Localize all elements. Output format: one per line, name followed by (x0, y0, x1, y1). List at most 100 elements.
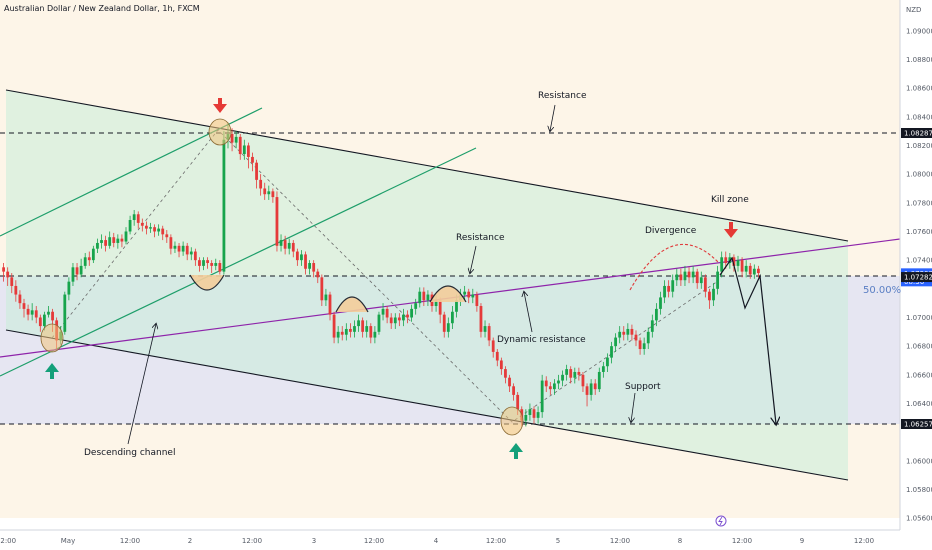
candle (308, 260, 311, 275)
candle (275, 191, 279, 252)
candle (406, 310, 409, 324)
candle (638, 337, 642, 355)
candle (642, 337, 646, 355)
candle (63, 291, 67, 335)
label-kill-zone: Kill zone (711, 195, 749, 205)
x-tick-label: 3 (312, 537, 316, 545)
candle (177, 242, 181, 258)
candle (149, 222, 152, 233)
price-tag: 1.06257 (901, 419, 932, 429)
candle (22, 298, 26, 318)
candle (757, 265, 760, 278)
candle (373, 326, 377, 344)
x-tick-label: 4 (434, 537, 439, 545)
candle (410, 304, 413, 322)
candle (300, 250, 303, 266)
candle (442, 311, 446, 338)
candle (659, 291, 662, 315)
candle (426, 290, 430, 307)
candle (687, 267, 691, 284)
candle (557, 374, 560, 390)
candle (540, 374, 544, 418)
candle (91, 245, 95, 264)
candle (263, 182, 267, 200)
candle (112, 232, 116, 248)
candle (695, 268, 699, 289)
candle (528, 403, 532, 421)
channel-fill (6, 90, 848, 480)
candle (495, 349, 499, 367)
candle (483, 320, 487, 338)
candle (671, 274, 675, 298)
candle (422, 287, 426, 307)
candle (622, 326, 626, 341)
candle (304, 251, 307, 275)
x-tick-label: 5 (556, 537, 560, 545)
candle (699, 271, 703, 289)
label-dynamic-resistance: Dynamic resistance (497, 335, 586, 345)
candle (675, 268, 679, 286)
candle (271, 188, 275, 203)
candle (740, 257, 744, 278)
leader-resistance-top (550, 104, 556, 131)
candle (663, 280, 666, 304)
y-tick-label: 1.08600 (906, 85, 932, 93)
candle (222, 131, 226, 275)
leader-dynamic-resistance (524, 292, 533, 333)
candle (96, 238, 99, 253)
candle (108, 231, 112, 249)
y-tick-label: 1.08200 (906, 142, 932, 150)
price-tag-label: 1.07282 (904, 274, 932, 282)
arc-1 (335, 296, 369, 313)
candle (646, 327, 650, 350)
label-divergence: Divergence (645, 226, 697, 236)
event-icon[interactable] (715, 515, 727, 527)
x-tick-label: 9 (800, 537, 804, 545)
candle (471, 288, 475, 304)
y-tick-label: 1.07400 (906, 257, 932, 265)
candle (752, 264, 756, 279)
candle (26, 304, 30, 321)
candle (597, 367, 601, 393)
candle (630, 324, 634, 341)
candle (136, 211, 140, 229)
candle (589, 379, 593, 401)
candle (712, 283, 715, 307)
y-tick-label: 1.05600 (906, 515, 932, 523)
candle (75, 263, 79, 281)
candle (120, 234, 124, 248)
candle (491, 337, 495, 358)
candle (463, 285, 467, 301)
candle (561, 370, 564, 387)
y-tick-label: 1.07800 (906, 199, 932, 207)
candle (6, 267, 10, 286)
y-tick-label: 1.06000 (906, 457, 932, 465)
candle (504, 366, 507, 384)
label-descending-channel: Descending channel (84, 448, 175, 458)
y-tick-label: 1.08400 (906, 113, 932, 121)
candle (618, 326, 622, 344)
candle (14, 280, 18, 302)
candle (116, 234, 120, 249)
candle (340, 326, 344, 341)
candle (585, 383, 589, 407)
candle (336, 326, 340, 344)
candle (708, 288, 711, 309)
x-tick-label: 12:00 (610, 537, 630, 545)
channel-upper-line (5, 89, 849, 242)
symbol-header: Australian Dollar / New Zealand Dollar, … (4, 4, 200, 13)
candle (414, 298, 418, 315)
candle (467, 288, 471, 304)
candle (71, 263, 75, 286)
candle (655, 303, 658, 327)
price-tag: 1.07282 (901, 272, 932, 283)
candle (565, 364, 569, 381)
x-tick-label: 12:00 (732, 537, 752, 545)
candle (324, 288, 328, 307)
buy-arrow-1 (45, 363, 59, 379)
candle (573, 367, 577, 384)
candle (524, 409, 528, 427)
candle (606, 353, 609, 372)
candle (397, 313, 401, 327)
